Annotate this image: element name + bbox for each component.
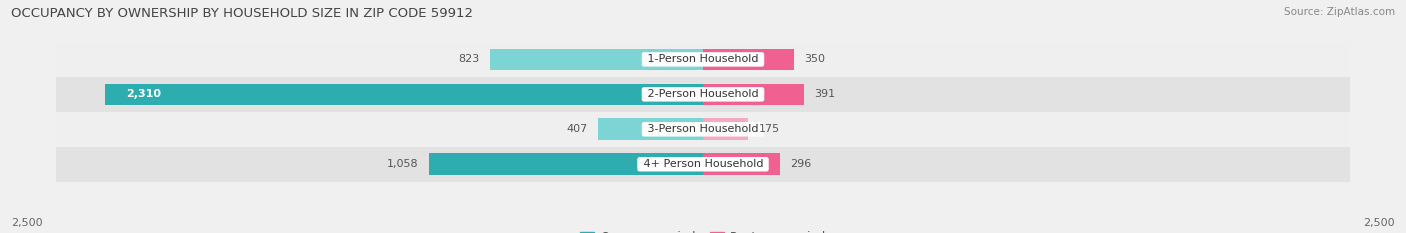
Text: 407: 407: [567, 124, 588, 134]
Bar: [56, 147, 1350, 182]
Text: 2-Person Household: 2-Person Household: [644, 89, 762, 99]
Bar: [491, 49, 703, 70]
Bar: [703, 118, 748, 140]
Text: 823: 823: [458, 55, 479, 64]
Bar: [703, 154, 779, 175]
Bar: [703, 49, 793, 70]
Bar: [105, 84, 703, 105]
Bar: [598, 118, 703, 140]
Text: 175: 175: [759, 124, 780, 134]
Text: 2,500: 2,500: [1364, 218, 1395, 228]
Text: 3-Person Household: 3-Person Household: [644, 124, 762, 134]
Text: 1,058: 1,058: [387, 159, 419, 169]
Text: 1-Person Household: 1-Person Household: [644, 55, 762, 64]
Bar: [429, 154, 703, 175]
Text: 2,310: 2,310: [127, 89, 162, 99]
Text: 350: 350: [804, 55, 825, 64]
Text: 391: 391: [814, 89, 835, 99]
Bar: [56, 77, 1350, 112]
Bar: [703, 84, 804, 105]
Text: OCCUPANCY BY OWNERSHIP BY HOUSEHOLD SIZE IN ZIP CODE 59912: OCCUPANCY BY OWNERSHIP BY HOUSEHOLD SIZE…: [11, 7, 474, 20]
Text: 296: 296: [790, 159, 811, 169]
Text: 2,500: 2,500: [11, 218, 42, 228]
Bar: [56, 112, 1350, 147]
Legend: Owner-occupied, Renter-occupied: Owner-occupied, Renter-occupied: [575, 226, 831, 233]
Text: 4+ Person Household: 4+ Person Household: [640, 159, 766, 169]
Bar: [56, 42, 1350, 77]
Text: Source: ZipAtlas.com: Source: ZipAtlas.com: [1284, 7, 1395, 17]
